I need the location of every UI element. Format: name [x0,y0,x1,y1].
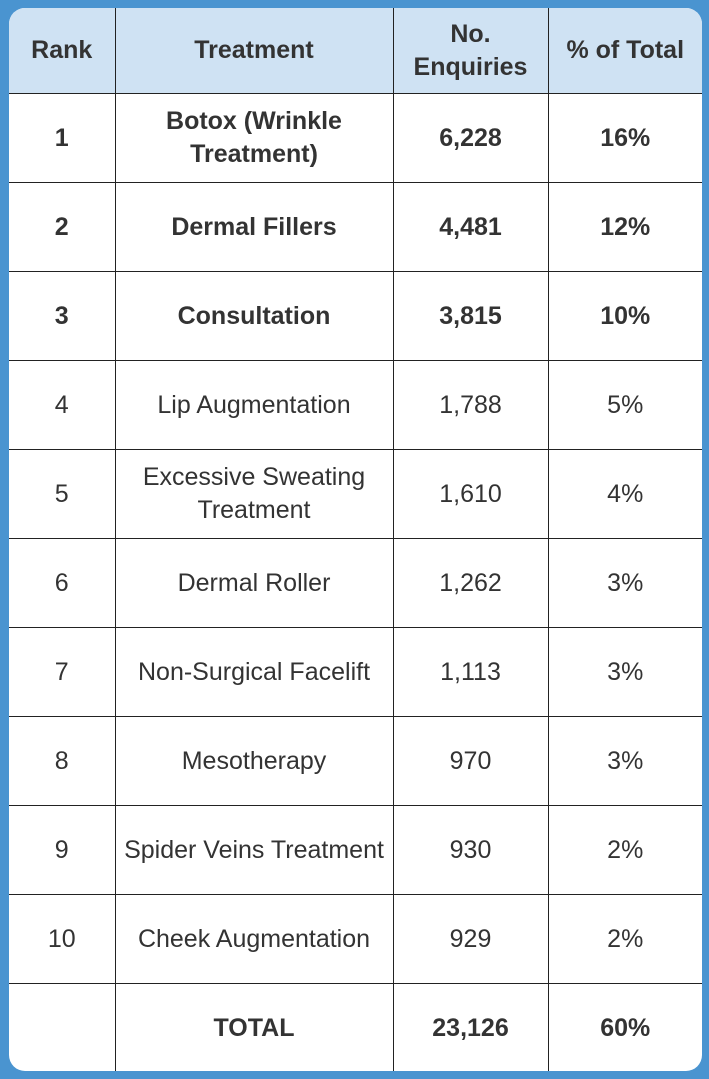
enquiries-cell: 1,113 [392,627,549,717]
percent-cell: 16% [547,93,702,183]
rank-cell: 5 [9,449,116,539]
rank-cell: 2 [9,182,116,272]
table-row: 9 Spider Veins Treatment 930 2% [9,805,702,895]
treatment-cell: Non-Surgical Facelift [114,627,394,717]
treatment-cell: Lip Augmentation [114,360,394,450]
enquiries-cell: 1,610 [392,449,549,539]
enquiries-cell: 929 [392,894,549,984]
enquiries-cell: 1,788 [392,360,549,450]
treatment-enquiries-table: Rank Treatment No. Enquiries % of Total … [9,8,702,1071]
percent-cell: 3% [547,538,702,628]
total-row: TOTAL 23,126 60% [9,983,702,1071]
rank-cell: 7 [9,627,116,717]
header-enquiries: No. Enquiries [392,8,549,94]
rank-cell: 1 [9,93,116,183]
enquiries-cell: 23,126 [392,983,549,1071]
header-percent: % of Total [547,8,702,94]
treatment-cell: Spider Veins Treatment [114,805,394,895]
table-row: 3 Consultation 3,815 10% [9,271,702,361]
table-row: 7 Non-Surgical Facelift 1,113 3% [9,627,702,717]
treatment-cell: Cheek Augmentation [114,894,394,984]
percent-cell: 2% [547,805,702,895]
treatment-cell: Consultation [114,271,394,361]
percent-cell: 3% [547,716,702,806]
percent-cell: 3% [547,627,702,717]
table-row: 10 Cheek Augmentation 929 2% [9,894,702,984]
treatment-cell: Excessive Sweating Treatment [114,449,394,539]
treatment-cell: Dermal Roller [114,538,394,628]
percent-cell: 4% [547,449,702,539]
enquiries-cell: 4,481 [392,182,549,272]
table-row: 8 Mesotherapy 970 3% [9,716,702,806]
rank-cell [9,983,116,1071]
percent-cell: 10% [547,271,702,361]
rank-cell: 10 [9,894,116,984]
rank-cell: 8 [9,716,116,806]
treatment-cell: Dermal Fillers [114,182,394,272]
table-row: 2 Dermal Fillers 4,481 12% [9,182,702,272]
percent-cell: 12% [547,182,702,272]
table-row: 6 Dermal Roller 1,262 3% [9,538,702,628]
enquiries-cell: 970 [392,716,549,806]
rank-cell: 4 [9,360,116,450]
percent-cell: 2% [547,894,702,984]
rank-cell: 9 [9,805,116,895]
table-row: 1 Botox (Wrinkle Treatment) 6,228 16% [9,93,702,183]
enquiries-cell: 930 [392,805,549,895]
treatment-cell: TOTAL [114,983,394,1071]
header-row: Rank Treatment No. Enquiries % of Total [9,8,702,94]
treatment-cell: Botox (Wrinkle Treatment) [114,93,394,183]
header-rank: Rank [9,8,116,94]
rank-cell: 3 [9,271,116,361]
treatment-table-frame: Rank Treatment No. Enquiries % of Total … [9,8,702,1071]
table-row: 5 Excessive Sweating Treatment 1,610 4% [9,449,702,539]
percent-cell: 60% [547,983,702,1071]
enquiries-cell: 3,815 [392,271,549,361]
table-row: 4 Lip Augmentation 1,788 5% [9,360,702,450]
enquiries-cell: 6,228 [392,93,549,183]
rank-cell: 6 [9,538,116,628]
header-treatment: Treatment [114,8,394,94]
percent-cell: 5% [547,360,702,450]
treatment-cell: Mesotherapy [114,716,394,806]
enquiries-cell: 1,262 [392,538,549,628]
